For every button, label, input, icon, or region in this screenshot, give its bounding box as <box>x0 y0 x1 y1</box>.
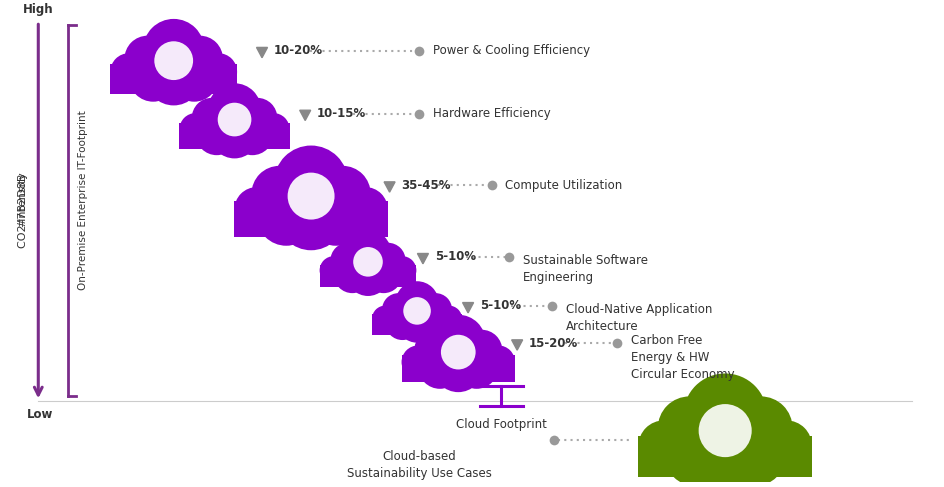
Circle shape <box>234 187 279 232</box>
Circle shape <box>110 53 147 91</box>
Circle shape <box>372 306 398 332</box>
Polygon shape <box>417 254 428 264</box>
Bar <box>319 264 416 287</box>
Circle shape <box>333 256 370 293</box>
Circle shape <box>231 113 273 155</box>
Circle shape <box>396 303 436 343</box>
Circle shape <box>387 256 416 284</box>
Bar <box>372 314 462 335</box>
Circle shape <box>237 98 277 138</box>
Bar <box>110 64 237 94</box>
Circle shape <box>343 187 387 232</box>
Circle shape <box>274 146 347 220</box>
Polygon shape <box>383 182 395 192</box>
Circle shape <box>251 166 307 222</box>
Circle shape <box>760 420 811 471</box>
Circle shape <box>143 19 204 80</box>
Circle shape <box>401 345 434 379</box>
Bar <box>234 201 387 237</box>
Circle shape <box>454 345 497 389</box>
Bar <box>638 436 811 477</box>
Text: Low: Low <box>26 408 53 421</box>
Circle shape <box>364 256 402 293</box>
Circle shape <box>432 342 482 392</box>
Circle shape <box>125 36 171 82</box>
Circle shape <box>195 113 238 155</box>
Circle shape <box>686 415 763 487</box>
Circle shape <box>441 335 475 370</box>
Circle shape <box>403 297 430 325</box>
Text: 15-20%: 15-20% <box>529 337 578 350</box>
Circle shape <box>657 396 720 460</box>
Circle shape <box>217 103 251 136</box>
Circle shape <box>413 330 455 371</box>
Text: CO2 Intensity: CO2 Intensity <box>18 172 27 248</box>
Circle shape <box>381 293 414 326</box>
Circle shape <box>385 306 419 340</box>
Circle shape <box>683 374 767 457</box>
Polygon shape <box>299 110 311 120</box>
Circle shape <box>418 345 461 389</box>
Circle shape <box>145 50 201 105</box>
Text: 5-10%: 5-10% <box>434 250 476 263</box>
Polygon shape <box>511 340 522 350</box>
Circle shape <box>414 306 448 340</box>
Text: High: High <box>23 2 54 16</box>
Text: Carbon Free
Energy & HW
Circular Economy: Carbon Free Energy & HW Circular Economy <box>631 335 733 381</box>
Text: Sustainable Software
Engineering: Sustainable Software Engineering <box>522 254 648 284</box>
Circle shape <box>430 315 485 370</box>
Circle shape <box>481 345 514 379</box>
Circle shape <box>370 243 405 278</box>
Text: Hardware Efficiency: Hardware Efficiency <box>432 107 550 120</box>
Circle shape <box>277 183 345 250</box>
Circle shape <box>353 247 382 277</box>
Circle shape <box>345 230 391 277</box>
Text: 10-20%: 10-20% <box>274 44 323 57</box>
Text: On-Premise Enterprise IT-Footprint: On-Premise Enterprise IT-Footprint <box>78 110 89 290</box>
Circle shape <box>314 166 370 222</box>
Text: Cloud-Native Application
Architecture: Cloud-Native Application Architecture <box>565 303 712 333</box>
Text: 35-45%: 35-45% <box>401 179 450 192</box>
Polygon shape <box>256 47 267 58</box>
Text: Cloud-based
Sustainability Use Cases: Cloud-based Sustainability Use Cases <box>346 450 491 480</box>
Circle shape <box>346 253 389 296</box>
Text: #7B2D8B: #7B2D8B <box>18 173 27 227</box>
Circle shape <box>419 293 451 326</box>
Circle shape <box>192 98 231 138</box>
Circle shape <box>210 110 259 158</box>
Bar <box>179 123 289 149</box>
Circle shape <box>128 53 177 102</box>
Polygon shape <box>463 302 473 313</box>
Circle shape <box>170 53 218 102</box>
Text: 5-10%: 5-10% <box>480 300 520 313</box>
Circle shape <box>257 187 315 246</box>
Circle shape <box>177 36 223 82</box>
Circle shape <box>199 53 237 91</box>
Circle shape <box>698 404 750 457</box>
Text: Compute Utilization: Compute Utilization <box>505 179 622 192</box>
Text: 10-15%: 10-15% <box>316 107 366 120</box>
Circle shape <box>319 256 347 284</box>
Circle shape <box>208 83 261 136</box>
Circle shape <box>664 420 730 487</box>
Text: Power & Cooling Efficiency: Power & Cooling Efficiency <box>432 44 589 57</box>
Text: Cloud Footprint: Cloud Footprint <box>456 418 547 431</box>
Circle shape <box>154 41 193 80</box>
Circle shape <box>257 113 289 146</box>
Circle shape <box>638 420 689 471</box>
Circle shape <box>395 281 438 325</box>
Circle shape <box>461 330 502 371</box>
Bar <box>401 356 514 382</box>
Circle shape <box>287 172 334 220</box>
Circle shape <box>179 113 211 146</box>
Circle shape <box>719 420 785 487</box>
Circle shape <box>435 306 462 332</box>
Circle shape <box>306 187 365 246</box>
Circle shape <box>330 243 365 278</box>
Circle shape <box>729 396 792 460</box>
